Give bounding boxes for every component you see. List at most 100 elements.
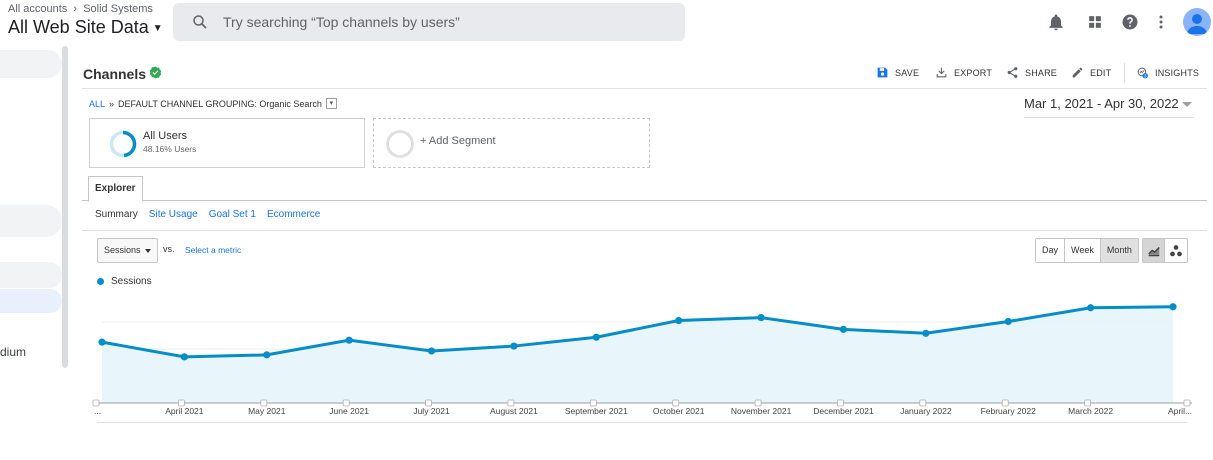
breadcrumb-parent[interactable]: All accounts (8, 3, 68, 15)
nav-item[interactable] (0, 205, 62, 237)
annotation-marker-12 (1084, 399, 1092, 407)
search-placeholder: Try searching “Top channels by users” (223, 14, 460, 30)
caret-down-icon (1182, 102, 1192, 107)
caret-down-icon: ▼ (152, 22, 163, 34)
subtab-ecommerce[interactable]: Ecommerce (266, 209, 321, 220)
divider (82, 230, 1207, 231)
subtab-summary[interactable]: Summary (95, 209, 138, 220)
share-icon (1007, 67, 1018, 78)
insights-label: INSIGHTS (1155, 67, 1200, 78)
vs-label: vs. (163, 244, 175, 254)
edit-label: EDIT (1090, 67, 1112, 78)
user-icon (1187, 14, 1207, 34)
legend-label: Sessions (111, 276, 152, 287)
annotation-marker-5 (507, 399, 515, 407)
date-range-picker[interactable]: Mar 1, 2021 - Apr 30, 2022 (1024, 96, 1194, 118)
granularity-day-button[interactable]: Day (1036, 239, 1066, 262)
grouping-dropdown-icon[interactable]: ▾ (325, 98, 337, 109)
x-tick-label-7: October 2021 (653, 406, 705, 416)
download-icon (936, 67, 947, 78)
breadcrumb-all-link[interactable]: ALL (89, 98, 106, 109)
data-point-5 (510, 342, 518, 350)
chart-divider (97, 422, 1187, 423)
explorer-subtabs: Summary Site Usage Goal Set 1 Ecommerce (95, 209, 320, 220)
insights-badge: 3 (1144, 73, 1147, 78)
subtab-goal-set-1[interactable]: Goal Set 1 (208, 209, 256, 220)
chevron-right-icon: › (70, 3, 81, 15)
segment-card-all-users[interactable]: All Users 48.16% Users (89, 118, 365, 168)
export-button[interactable]: EXPORT (935, 66, 992, 79)
chart-legend[interactable]: Sessions (97, 276, 152, 287)
motion-chart-button[interactable] (1165, 239, 1187, 262)
data-point-12 (1087, 304, 1095, 312)
pencil-icon (1072, 67, 1083, 78)
legend-swatch (97, 278, 104, 285)
account-breadcrumb[interactable]: All accounts › Solid Systems (8, 3, 153, 15)
metric-selected: Sessions (104, 245, 141, 255)
help-icon[interactable] (1120, 12, 1140, 32)
sessions-chart: ... April 2021 May 2021 June 2021 July 2021 A… (92, 303, 1192, 416)
segment-donut-icon (109, 130, 137, 158)
annotation-marker-10 (919, 399, 927, 407)
line-chart-button[interactable] (1143, 239, 1165, 262)
nav-item-medium-label[interactable]: dium (0, 345, 27, 359)
x-tick-label-3: June 2021 (329, 406, 369, 416)
annotation-marker-9 (837, 399, 844, 407)
data-point-13 (1169, 303, 1177, 311)
nav-item[interactable] (0, 50, 62, 78)
x-tick-label-2: May 2021 (248, 406, 286, 416)
export-label: EXPORT (954, 67, 993, 78)
metric-dropdown[interactable]: Sessions (97, 238, 158, 263)
caret-down-icon (145, 249, 151, 253)
select-metric-link[interactable]: Select a metric (185, 245, 242, 255)
report-tabs: Explorer (82, 176, 1207, 202)
save-button[interactable]: SAVE (876, 66, 919, 79)
edit-button[interactable]: EDIT (1071, 66, 1111, 79)
share-button[interactable]: SHARE (1006, 66, 1057, 79)
report-breadcrumb: ALL » DEFAULT CHANNEL GROUPING: Organic … (89, 98, 337, 109)
share-label: SHARE (1025, 67, 1058, 78)
add-segment-card[interactable]: + Add Segment (373, 118, 650, 168)
x-tick-label-5: August 2021 (490, 406, 538, 416)
top-bar: All accounts › Solid Systems All Web Sit… (0, 0, 1213, 46)
save-icon (877, 67, 888, 78)
apps-grid-icon[interactable] (1085, 12, 1105, 32)
x-tick-label-0: ... (94, 406, 101, 416)
annotation-marker-2 (260, 399, 268, 407)
bell-icon[interactable] (1046, 12, 1066, 32)
x-tick-label-11: February 2022 (981, 406, 1037, 416)
annotation-marker-4 (425, 399, 432, 407)
breadcrumb-child[interactable]: Solid Systems (83, 3, 153, 15)
add-segment-label: + Add Segment (420, 135, 496, 147)
nav-item-active[interactable] (0, 289, 62, 313)
annotation-marker-3 (342, 399, 350, 407)
avatar[interactable] (1183, 8, 1211, 36)
nav-item[interactable] (0, 262, 62, 288)
data-point-9 (839, 325, 848, 333)
insights-button[interactable]: 3 INSIGHTS (1136, 66, 1199, 79)
account-title: All Web Site Data (8, 17, 149, 37)
data-point-1 (180, 353, 188, 361)
date-range-value: Mar 1, 2021 - Apr 30, 2022 (1024, 96, 1179, 111)
series-area (102, 306, 1173, 403)
annotation-marker-11 (1001, 399, 1009, 407)
data-point-0 (98, 338, 106, 346)
data-point-10 (922, 329, 930, 337)
nav-scrollbar[interactable] (62, 46, 68, 368)
subtab-site-usage[interactable]: Site Usage (148, 209, 198, 220)
granularity-toggle: Day Week Month (1035, 238, 1139, 263)
annotation-marker-1 (177, 399, 185, 407)
granularity-week-button[interactable]: Week (1065, 239, 1101, 262)
tab-explorer[interactable]: Explorer (88, 176, 143, 202)
search-box[interactable]: Try searching “Top channels by users” (173, 3, 685, 41)
data-point-11 (1004, 317, 1012, 326)
x-tick-label-1: April 2021 (165, 406, 204, 416)
left-nav: dium (0, 46, 70, 460)
account-selector[interactable]: All Web Site Data ▼ (8, 17, 163, 38)
more-vert-icon[interactable] (1151, 12, 1171, 32)
x-tick-label-8: November 2021 (731, 406, 792, 416)
granularity-month-button[interactable]: Month (1100, 239, 1138, 262)
line-chart-icon (1147, 246, 1160, 256)
verified-check-icon (149, 66, 162, 79)
x-tick-label-12: March 2022 (1068, 406, 1113, 416)
